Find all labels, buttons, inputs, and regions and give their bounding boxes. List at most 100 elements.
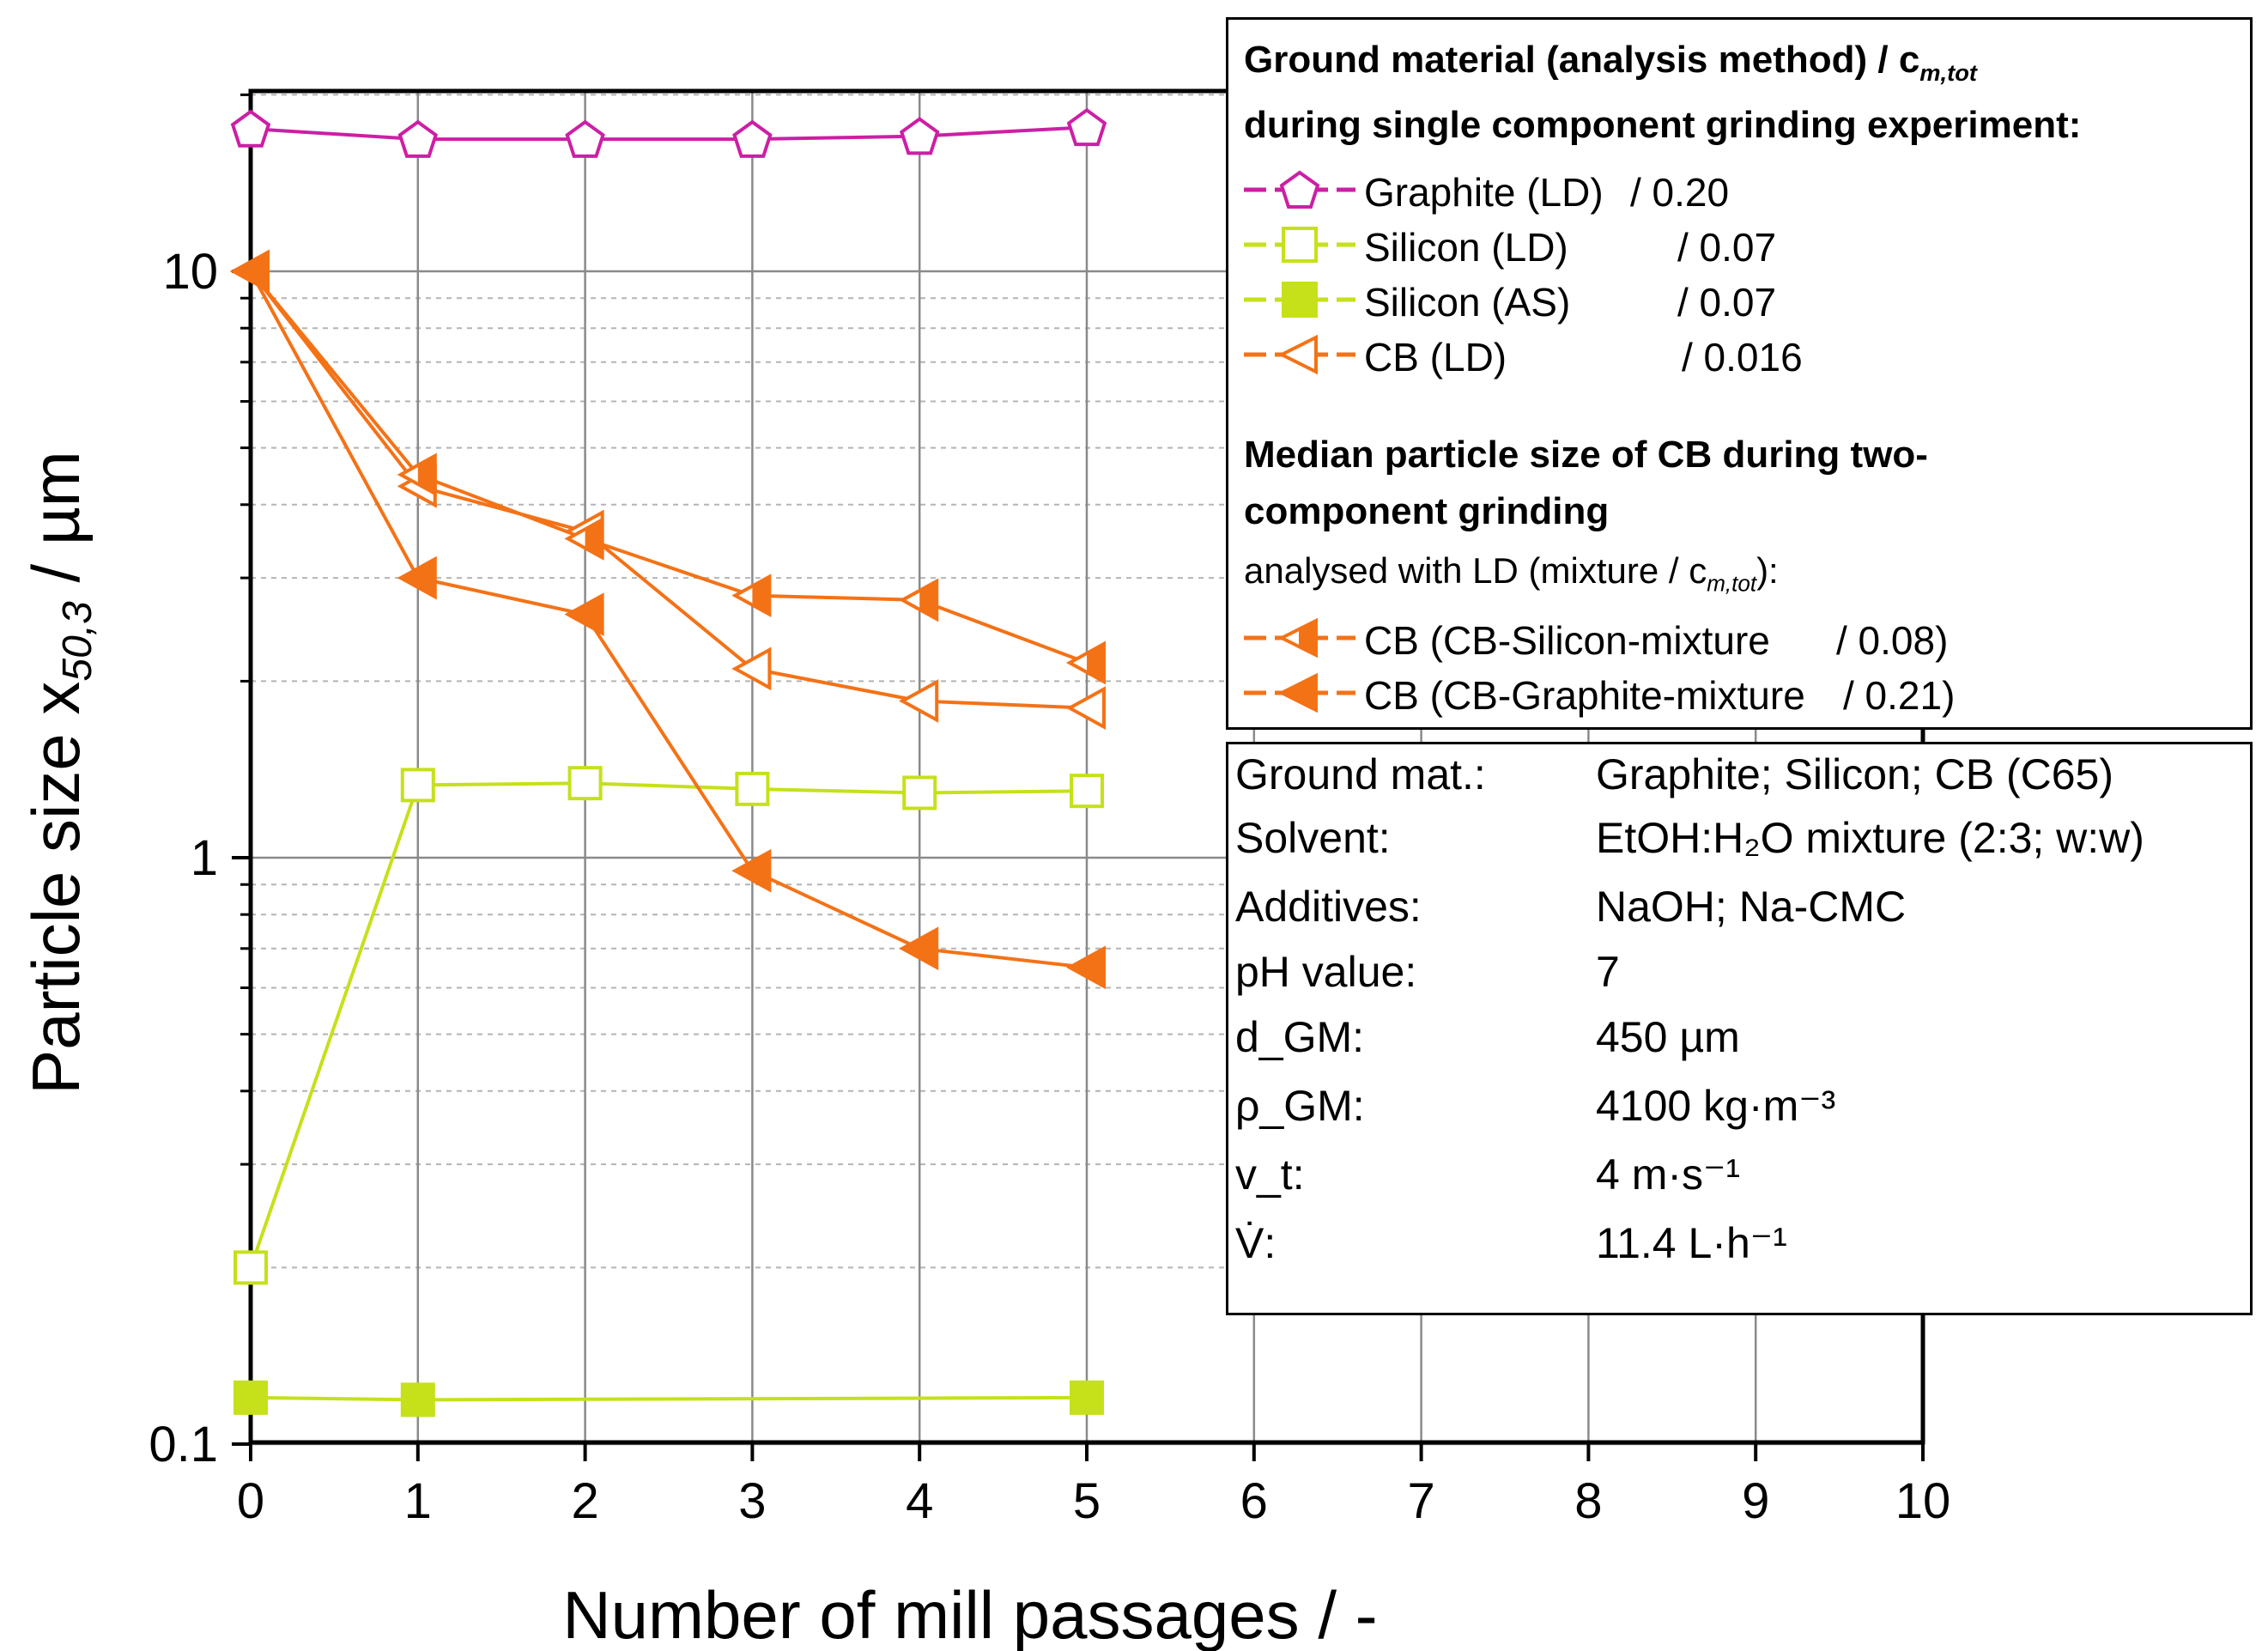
legend-entry: CB (LD) / 0.016 xyxy=(1244,329,2240,380)
legend-swatch xyxy=(1244,227,1355,263)
data-point xyxy=(1070,1380,1104,1415)
param-value: 4 m·s⁻¹ xyxy=(1596,1150,1741,1199)
series-lines xyxy=(249,125,1088,1402)
series-line xyxy=(250,125,1088,142)
param-label: Solvent: xyxy=(1235,814,1391,862)
data-point-fill xyxy=(417,455,435,494)
y-axis-label: Particle size x50,3 / µm xyxy=(18,451,100,1095)
data-point xyxy=(565,119,605,158)
legend-label: Silicon (AS) xyxy=(1364,280,1571,325)
legend-swatch xyxy=(1244,282,1355,318)
legend-title-line1: Ground material (analysis method) / cm,t… xyxy=(1244,39,1977,86)
y-tick-label: 10 xyxy=(162,244,218,300)
legend-swatch xyxy=(1244,334,1355,375)
series-line xyxy=(249,270,1088,665)
x-tick-label: 8 xyxy=(1574,1473,1602,1529)
series-line xyxy=(249,270,1088,969)
legend-value: / 0.21) xyxy=(1843,673,1956,718)
data-point-fill xyxy=(585,519,603,558)
data-point xyxy=(400,768,435,803)
param-row: Additives: NaOH; Na-CMC xyxy=(1235,882,2248,950)
param-row: V̇: 11.4 L·h⁻¹ xyxy=(1235,1218,2248,1287)
legend-label: CB (CB-Graphite-mixture xyxy=(1364,673,1805,718)
data-point xyxy=(899,117,940,155)
legend-entry: Silicon (AS) / 0.07 xyxy=(1244,274,2240,325)
data-point xyxy=(732,119,773,158)
legend-section2-title-line1: Median particle size of CB during two- xyxy=(1244,434,1928,476)
x-tick-label: 3 xyxy=(738,1473,766,1529)
param-row: Solvent: EtOH:H₂O mixture (2:3; w:w) xyxy=(1235,813,2248,882)
param-row: d_GM: 450 µm xyxy=(1235,1012,2248,1081)
data-point xyxy=(233,1250,268,1285)
legend-swatch xyxy=(1244,617,1355,659)
legend-value: / 0.08) xyxy=(1836,618,1949,663)
legend-value: / 0.07 xyxy=(1677,225,1777,270)
param-label: Ground mat.: xyxy=(1235,750,1486,798)
data-point xyxy=(731,646,772,691)
data-point xyxy=(1070,774,1104,809)
x-tick-label: 7 xyxy=(1407,1473,1434,1529)
param-value: 4100 kg·m⁻³ xyxy=(1596,1082,1836,1130)
data-point xyxy=(1065,686,1106,731)
data-point-fill xyxy=(752,576,770,615)
series-line xyxy=(250,1395,1088,1402)
legend-entry: CB (CB-Silicon-mixture / 0.08) xyxy=(1244,612,2240,664)
parameter-box: Ground mat.: Graphite; Silicon; CB (C65)… xyxy=(1226,742,2253,1315)
legend-entry: Silicon (LD) / 0.07 xyxy=(1244,219,2240,270)
data-point xyxy=(229,249,270,294)
data-point-fill xyxy=(919,580,937,619)
x-tick-label: 10 xyxy=(1895,1473,1951,1529)
param-row: pH value: 7 xyxy=(1235,947,2248,1016)
y-tick-label: 0.1 xyxy=(149,1417,218,1472)
x-axis-label: Number of mill passages / - xyxy=(562,1577,1377,1651)
x-tick-label: 9 xyxy=(1742,1473,1769,1529)
param-row: v_t: 4 m·s⁻¹ xyxy=(1235,1150,2248,1218)
legend-section2-note: analysed with LD (mixture / cm,tot): xyxy=(1244,550,1779,597)
param-value: NaOH; Na-CMC xyxy=(1596,883,1907,931)
param-value: Graphite; Silicon; CB (C65) xyxy=(1596,750,2114,798)
data-point xyxy=(397,119,439,158)
param-value: EtOH:H₂O mixture (2:3; w:w) xyxy=(1596,814,2144,862)
x-tick-label: 4 xyxy=(906,1473,933,1529)
param-label: ρ_GM: xyxy=(1235,1082,1365,1130)
param-label: Additives: xyxy=(1235,883,1422,931)
data-point xyxy=(400,1382,435,1417)
data-point-fill xyxy=(1087,643,1104,682)
legend-value: / 0.016 xyxy=(1682,335,1803,379)
data-point xyxy=(902,775,937,810)
param-label: d_GM: xyxy=(1235,1013,1365,1061)
legend-entry: Graphite (LD) / 0.20 xyxy=(1244,164,2240,215)
series-markers xyxy=(229,107,1107,1417)
param-label: v_t: xyxy=(1235,1150,1305,1199)
legend-title-line2: during single component grinding experim… xyxy=(1244,104,2082,146)
data-point xyxy=(564,592,604,636)
legend-swatch xyxy=(1244,170,1355,209)
series-line xyxy=(249,781,1088,1269)
param-value: 450 µm xyxy=(1596,1013,1740,1061)
legend-entry: CB (CB-Graphite-mixture / 0.21) xyxy=(1244,667,2240,719)
tick-labels: 0 1 2 3 4 5 6 7 8 9 10 0.1 1 10 xyxy=(149,244,1950,1529)
x-tick-label: 2 xyxy=(571,1473,598,1529)
param-value: 7 xyxy=(1596,948,1620,996)
x-tick-label: 5 xyxy=(1073,1473,1101,1529)
data-point xyxy=(735,771,770,806)
x-tick-label: 1 xyxy=(404,1473,432,1529)
data-point xyxy=(1065,945,1106,990)
x-tick-label: 0 xyxy=(237,1473,264,1529)
data-point xyxy=(567,766,603,801)
data-point xyxy=(899,679,939,723)
param-row: ρ_GM: 4100 kg·m⁻³ xyxy=(1235,1081,2248,1150)
legend-section2-title-line2: component grinding xyxy=(1244,490,1610,532)
param-label: V̇: xyxy=(1235,1219,1277,1267)
x-tick-label: 6 xyxy=(1240,1473,1268,1529)
data-point xyxy=(397,555,437,600)
param-row: Ground mat.: Graphite; Silicon; CB (C65) xyxy=(1235,750,2248,818)
param-label: pH value: xyxy=(1235,948,1417,996)
data-point xyxy=(230,109,271,148)
data-point xyxy=(1066,107,1107,147)
legend-label: CB (LD) xyxy=(1364,335,1507,379)
legend-label: CB (CB-Silicon-mixture xyxy=(1364,618,1770,663)
y-tick-label: 1 xyxy=(191,830,218,886)
legend-label: Graphite (LD) xyxy=(1364,170,1604,215)
